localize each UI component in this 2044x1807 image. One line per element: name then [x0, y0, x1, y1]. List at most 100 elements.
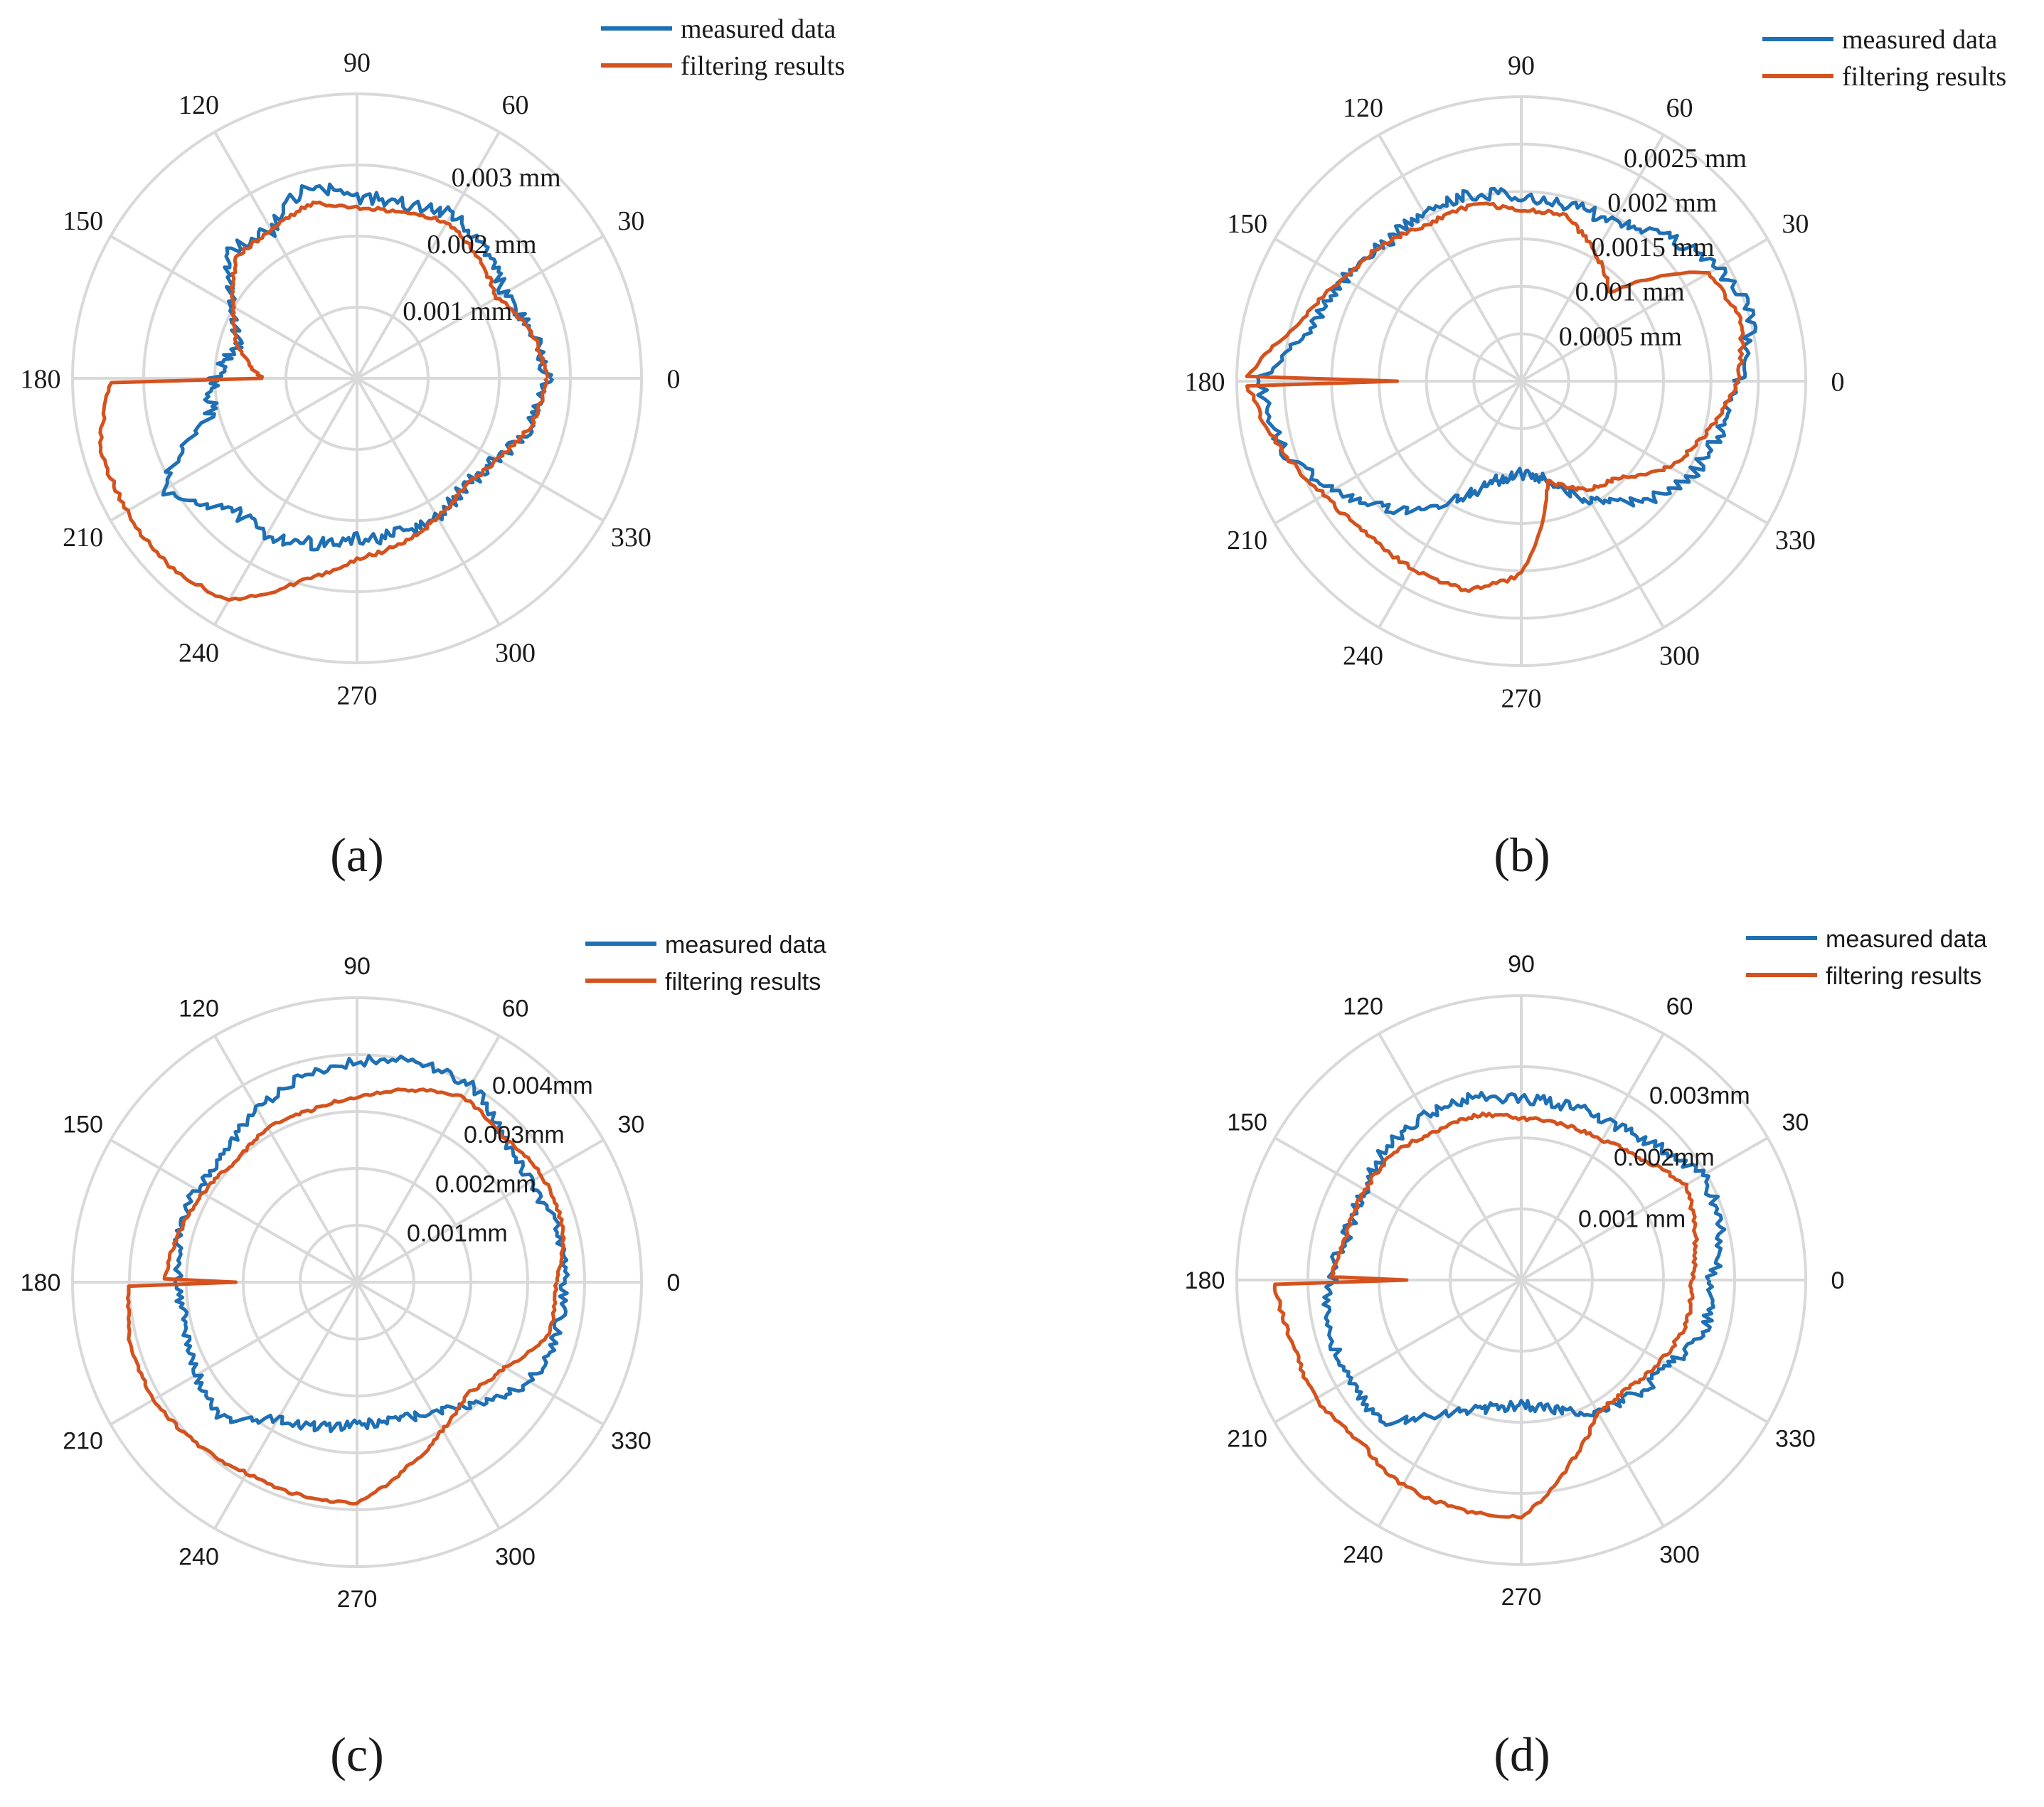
angle-tick-label: 180	[21, 1269, 61, 1296]
angular-grid-spoke	[1378, 1033, 1523, 1281]
measured-data-line	[1321, 1091, 1727, 1427]
angle-tick-label: 240	[179, 639, 219, 668]
angle-tick-label: 330	[1775, 526, 1816, 555]
legend: measured data filtering results	[1746, 926, 1987, 990]
polar-chart-c: 0 30 60 90 120 150 180 210 240 270 300 330 0.001mm 0.…	[21, 932, 826, 1613]
legend-label-filtered: filtering results	[1842, 62, 2006, 92]
measured-data-line	[1255, 186, 1758, 516]
angle-tick-label: 90	[344, 48, 371, 78]
angle-tick-label: 60	[502, 996, 529, 1023]
angular-grid-spoke	[1520, 1279, 1769, 1424]
angle-tick-label: 240	[1343, 1541, 1383, 1568]
angle-tick-label: 150	[63, 1111, 103, 1138]
legend: measured data filtering results	[585, 932, 826, 996]
angle-tick-label: 180	[1185, 367, 1225, 397]
angle-tick-label: 30	[1782, 1109, 1809, 1136]
angle-tick-label: 120	[1343, 993, 1383, 1020]
legend-label-measured: measured data	[1842, 25, 1998, 55]
angle-tick-label: 60	[1666, 93, 1693, 123]
angular-grid-spoke	[1378, 1279, 1523, 1528]
radial-tick-label: 0.002 mm	[427, 230, 536, 260]
angle-tick-label: 90	[1508, 50, 1535, 80]
radial-tick-label: 0.002 mm	[1607, 188, 1717, 218]
angular-grid-spoke	[356, 377, 501, 626]
angle-tick-label: 60	[1666, 993, 1693, 1020]
legend: measured data filtering results	[601, 14, 845, 81]
angle-tick-label: 60	[502, 90, 529, 120]
radial-tick-label: 0.0015 mm	[1591, 233, 1714, 262]
legend: measured data filtering results	[1762, 25, 2006, 92]
radial-tick-label: 0.001 mm	[1575, 277, 1685, 307]
angular-grid-spoke	[1274, 380, 1523, 525]
radial-tick-label: 0.0025 mm	[1624, 144, 1747, 174]
angle-tick-label: 270	[1501, 683, 1542, 713]
angle-tick-label: 0	[667, 1269, 681, 1296]
angle-tick-label: 150	[1227, 209, 1267, 239]
filtering-results-line	[98, 201, 550, 602]
angular-grid-spoke	[1520, 1136, 1769, 1281]
angle-tick-label: 0	[1831, 1267, 1845, 1294]
legend-label-measured: measured data	[681, 14, 836, 44]
angle-tick-label: 330	[611, 1427, 651, 1454]
angular-grid-spoke	[1520, 134, 1665, 383]
angle-tick-label: 120	[179, 90, 219, 120]
legend-label-measured: measured data	[1826, 926, 1987, 953]
measured-data-line	[173, 1054, 570, 1434]
angular-grid-spoke	[1274, 1279, 1523, 1424]
angle-tick-label: 270	[337, 681, 378, 710]
angular-grid-spoke	[356, 1035, 501, 1284]
angular-grid-spoke	[110, 377, 358, 522]
angular-grid-spoke	[1378, 134, 1523, 383]
angle-tick-label: 90	[344, 953, 371, 980]
angular-grid-spoke	[1520, 1279, 1665, 1528]
radial-tick-label: 0.003mm	[1649, 1082, 1750, 1109]
legend-label-filtered: filtering results	[681, 51, 845, 81]
angle-tick-label: 270	[337, 1586, 378, 1613]
angle-tick-label: 210	[63, 523, 103, 553]
angle-tick-label: 30	[1782, 209, 1809, 239]
angular-grid-spoke	[1520, 380, 1665, 629]
angular-grid-spoke	[110, 1281, 358, 1426]
angle-tick-label: 210	[1227, 1425, 1267, 1452]
angle-tick-label: 0	[667, 364, 681, 394]
angular-grid-spoke	[1378, 380, 1523, 629]
angle-tick-label: 300	[495, 1543, 536, 1570]
panel-label-b: (b)	[1494, 828, 1550, 882]
angle-tick-label: 150	[1227, 1109, 1267, 1136]
angle-tick-label: 180	[21, 364, 61, 394]
angular-grid-spoke	[356, 1139, 605, 1284]
angular-grid-spoke	[213, 131, 358, 380]
radial-tick-label: 0.003mm	[464, 1121, 565, 1148]
angular-grid-spoke	[213, 1281, 358, 1530]
angle-tick-label: 210	[1227, 526, 1267, 555]
angle-tick-label: 300	[1659, 641, 1700, 671]
legend-label-filtered: filtering results	[665, 969, 821, 996]
radial-tick-label: 0.001mm	[407, 1220, 508, 1247]
angle-tick-label: 30	[617, 1111, 644, 1138]
radial-tick-label: 0.0005 mm	[1559, 321, 1682, 351]
radial-tick-label: 0.001 mm	[403, 297, 512, 326]
angular-grid-spoke	[1274, 1136, 1523, 1281]
angle-tick-label: 330	[611, 523, 651, 553]
angle-tick-label: 0	[1831, 367, 1845, 397]
angular-grid-spoke	[213, 377, 358, 626]
angular-grid-spoke	[356, 377, 605, 522]
radial-tick-label: 0.004mm	[492, 1072, 593, 1099]
angle-tick-label: 300	[495, 639, 536, 668]
angle-tick-label: 120	[1343, 93, 1383, 123]
polar-chart-b: 0 30 60 90 120 150 180 210 240 270 300 330 0.0005 mm…	[1185, 25, 2007, 713]
radial-tick-label: 0.002mm	[1614, 1144, 1715, 1171]
angle-tick-label: 240	[1343, 641, 1383, 671]
angle-tick-label: 240	[179, 1543, 219, 1570]
radial-tick-label: 0.001 mm	[1578, 1205, 1686, 1232]
radial-tick-label: 0.002mm	[435, 1171, 536, 1198]
panel-label-c: (c)	[330, 1727, 383, 1781]
panel-label-d: (d)	[1494, 1727, 1550, 1781]
polar-chart-d: 0 30 60 90 120 150 180 210 240 270 300 330 0.001 mm 0…	[1185, 926, 1987, 1611]
angular-grid-spoke	[356, 235, 605, 380]
angle-tick-label: 30	[617, 206, 644, 236]
angular-grid-spoke	[1520, 238, 1769, 383]
angle-tick-label: 150	[63, 206, 103, 236]
legend-label-measured: measured data	[665, 932, 826, 959]
